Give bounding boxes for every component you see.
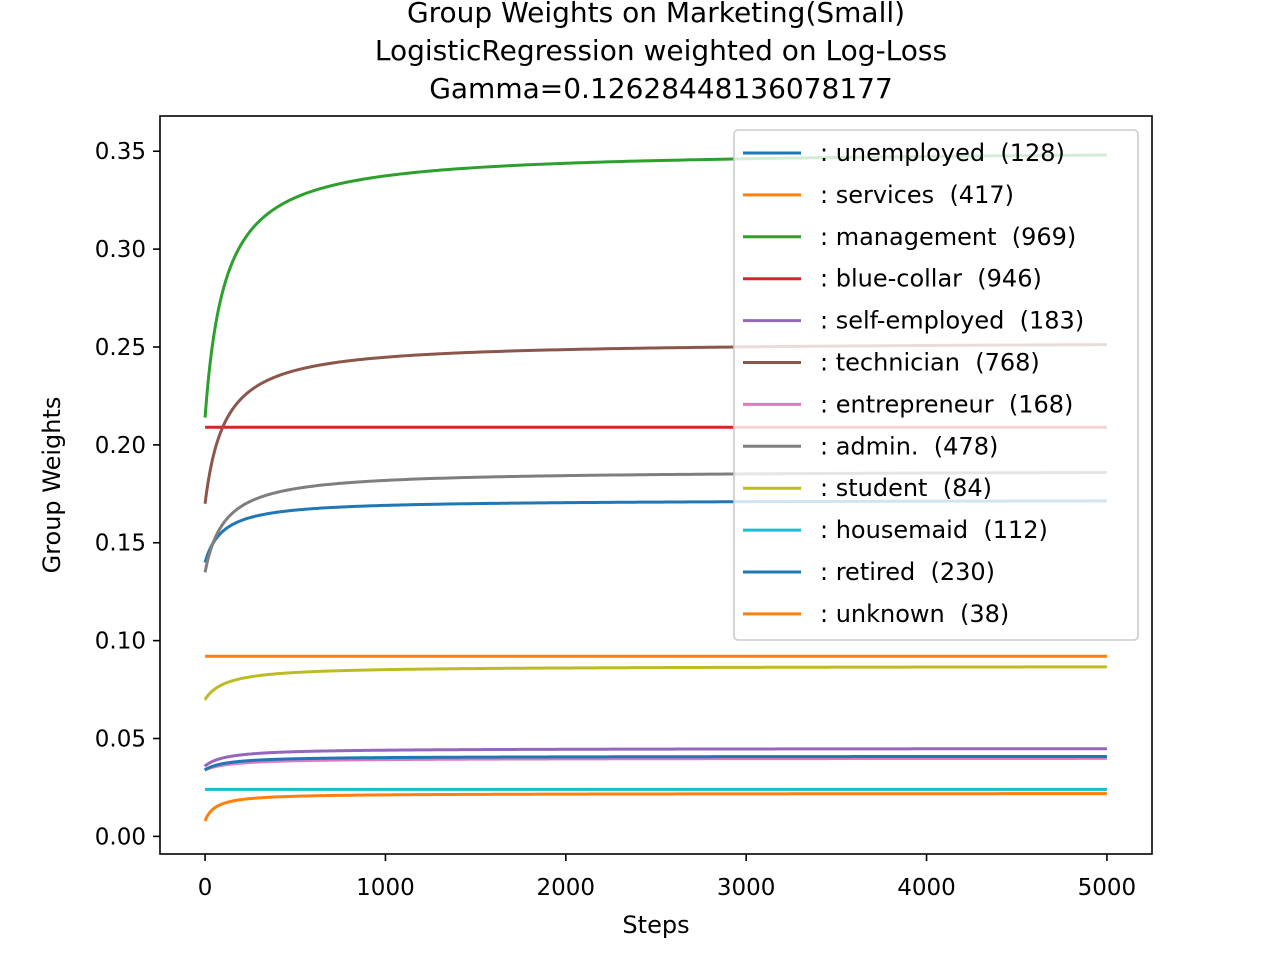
legend-label-0: : unemployed (128) [820, 139, 1065, 167]
legend-label-6: : entrepreneur (168) [820, 390, 1073, 418]
y-tick-label: 0.30 [95, 237, 146, 263]
x-tick-label: 2000 [537, 875, 596, 901]
legend-label-8: : student (84) [820, 474, 992, 502]
series-line-8 [203, 665, 1107, 701]
legend-box [733, 129, 1139, 641]
legend-label-1: : services (417) [820, 181, 1014, 209]
y-tick-label: 0.10 [95, 629, 146, 655]
series-line-11 [203, 792, 1107, 823]
y-tick-label: 0.00 [95, 824, 146, 850]
x-tick-label: 3000 [717, 875, 776, 901]
legend-label-11: : unknown (38) [820, 600, 1009, 628]
series-line-4 [203, 747, 1107, 768]
legend-label-3: : blue-collar (946) [820, 265, 1042, 293]
y-axis-label: Group Weights [38, 397, 66, 574]
legend-label-4: : self-employed (183) [820, 307, 1084, 335]
series-line-5 [203, 343, 1107, 506]
y-axis-ticks: 0.00 0.05 0.10 0.15 0.20 0.25 0.30 0.35 [95, 139, 160, 850]
series-line-7 [203, 471, 1107, 574]
chart-title-line-3: Gamma=0.12628448136078177 [429, 72, 893, 105]
plot-frame [159, 115, 1153, 855]
y-tick-label: 0.25 [95, 335, 146, 361]
series-line-2 [203, 153, 1107, 419]
y-tick-label: 0.35 [95, 139, 146, 165]
y-tick-label: 0.05 [95, 727, 146, 753]
legend-label-10: : retired (230) [820, 558, 995, 586]
y-tick-label: 0.20 [95, 433, 146, 459]
legend-label-5: : technician (768) [820, 349, 1040, 377]
plot-lines [203, 153, 1107, 823]
x-tick-label: 4000 [897, 875, 956, 901]
legend-items: : unemployed (128) : services (417) : mana… [743, 139, 1084, 628]
chart-title-line-1: Group Weights on Marketing(Small) [407, 0, 905, 29]
x-tick-label: 1000 [356, 875, 415, 901]
legend: : unemployed (128) : services (417) : mana… [733, 129, 1139, 641]
x-axis-ticks: 0 1000 2000 3000 4000 5000 [198, 854, 1136, 901]
legend-label-2: : management (969) [820, 223, 1076, 251]
legend-label-9: : housemaid (112) [820, 516, 1048, 544]
series-line-10 [203, 754, 1107, 772]
chart-title-line-2: LogisticRegression weighted on Log-Loss [375, 34, 947, 67]
y-tick-label: 0.15 [95, 531, 146, 557]
x-tick-label: 5000 [1078, 875, 1137, 901]
legend-label-7: : admin. (478) [820, 432, 998, 460]
x-axis-label: Steps [622, 911, 689, 939]
x-tick-label: 0 [198, 875, 213, 901]
